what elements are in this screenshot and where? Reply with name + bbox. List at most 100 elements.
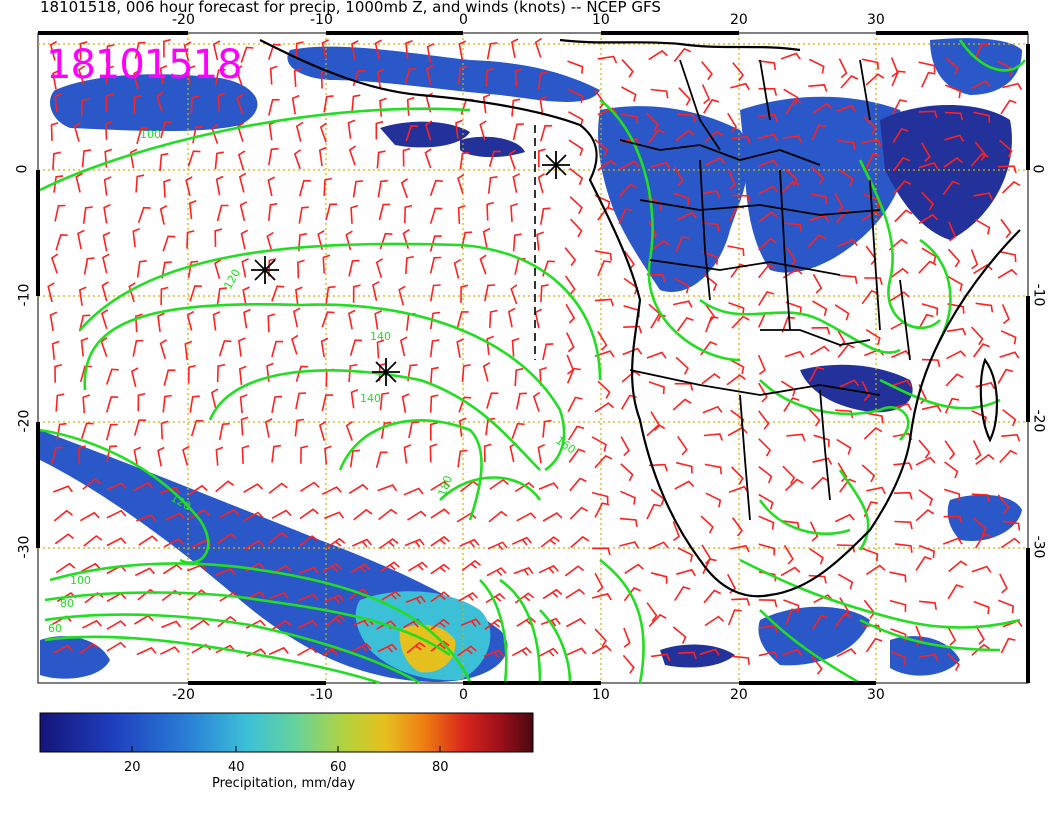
border [629, 369, 881, 396]
wind-barb [350, 563, 371, 574]
wind-barb [672, 626, 687, 644]
africa-coast [259, 39, 1021, 598]
wind-barb [348, 363, 358, 382]
wind-barb [812, 273, 823, 294]
wind-barb [456, 338, 464, 358]
wind-barb [479, 254, 487, 275]
wind-barb [537, 71, 548, 90]
wind-barb [268, 258, 277, 277]
contour-line [858, 159, 941, 330]
wind-barb [350, 388, 359, 409]
wind-barb [918, 162, 939, 170]
wind-barb [102, 231, 111, 252]
wind-barb [352, 284, 361, 303]
wind-barb [424, 120, 433, 141]
wind-barb [401, 393, 410, 413]
wind-barb [404, 68, 417, 85]
wind-barb [106, 641, 127, 652]
wind-barb [238, 172, 247, 193]
wind-barb [944, 461, 959, 479]
wind-barb [379, 392, 390, 411]
wind-barb [55, 562, 76, 574]
wind-barb [133, 419, 146, 436]
wind-barb [758, 650, 779, 659]
precip-blob [460, 136, 525, 158]
wind-barb [324, 445, 332, 465]
wind-barb [429, 311, 441, 330]
wind-barb [700, 515, 714, 534]
wind-barb [921, 358, 941, 368]
coastlines [259, 38, 1021, 598]
wind-barb [676, 316, 694, 332]
wind-barb [704, 130, 723, 143]
wind-barb [136, 514, 156, 522]
wind-barb [403, 487, 424, 496]
wind-barb [295, 392, 307, 410]
wind-barb [542, 343, 554, 361]
wind-barb [782, 135, 802, 143]
colorbar-tick: 80 [432, 760, 449, 775]
wind-barb [758, 465, 773, 484]
wind-barb [322, 254, 331, 274]
wind-barb [77, 65, 86, 86]
wind-barb [729, 358, 745, 374]
wind-barb [430, 508, 450, 519]
wind-barb [888, 238, 908, 251]
wind-barb [677, 211, 698, 221]
wind-barb [812, 614, 829, 630]
wind-barb [187, 150, 201, 167]
wind-barb [512, 233, 522, 252]
wind-barb [945, 84, 962, 99]
precip-blob [40, 636, 110, 679]
wind-barb [538, 148, 546, 167]
wind-barb [568, 425, 585, 441]
wind-barb [105, 93, 114, 113]
wind-barb [619, 490, 636, 505]
wind-barb [942, 537, 963, 545]
wind-barb [675, 356, 689, 375]
wind-barb [973, 600, 990, 615]
wind-barb [483, 649, 504, 659]
wind-barb [54, 92, 63, 113]
wind-barb [757, 264, 776, 279]
wind-barb [298, 566, 319, 574]
wind-barb [51, 446, 63, 464]
wind-barb [568, 139, 584, 156]
wind-barb [646, 503, 662, 520]
wind-barb [293, 149, 302, 170]
precip-blob [880, 105, 1012, 240]
wind-barb [834, 193, 844, 213]
x-tick-bottom: 10 [592, 687, 610, 703]
wind-barb [291, 94, 300, 115]
wind-barb [186, 310, 195, 331]
wind-barb [597, 107, 618, 116]
wind-barb [785, 608, 799, 625]
wind-barb [268, 98, 280, 116]
wind-barb [104, 120, 113, 140]
wind-barb [915, 556, 932, 571]
wind-barb [866, 412, 884, 424]
wind-barb [594, 402, 615, 413]
wind-barb [347, 119, 356, 139]
wind-barb [1000, 637, 1016, 654]
wind-barb [84, 591, 104, 604]
wind-barbs [47, 37, 1023, 675]
wind-barb [732, 194, 751, 203]
contour-line [599, 558, 645, 684]
contour-line [838, 469, 870, 551]
wind-barb [163, 178, 171, 198]
precip-blob [598, 106, 749, 292]
wind-barb [569, 167, 584, 186]
wind-barb [674, 480, 695, 490]
wind-barb [103, 176, 112, 196]
wind-barb [861, 464, 876, 483]
wind-barb [429, 256, 442, 274]
wind-barb [347, 309, 356, 330]
wind-barb [894, 520, 913, 530]
wind-barb [618, 208, 633, 225]
wind-barb [378, 203, 391, 221]
wind-barb [405, 595, 426, 605]
wind-barb [212, 40, 221, 61]
precip-blob [399, 624, 456, 673]
wind-barb [807, 407, 821, 427]
